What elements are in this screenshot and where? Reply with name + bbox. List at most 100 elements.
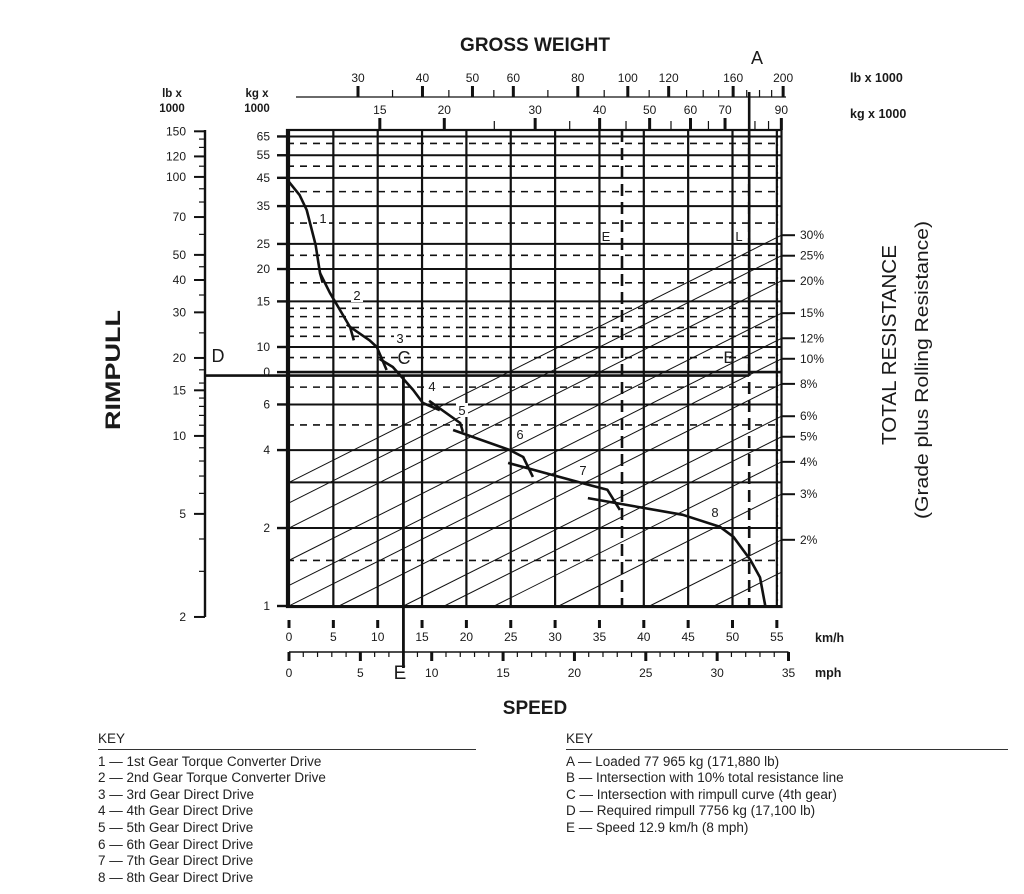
mph-tick-label: 20 xyxy=(568,666,582,680)
rimpull-curve-gear-3 xyxy=(345,323,388,371)
top-lb-tick-label: 80 xyxy=(571,71,585,85)
key-gears: KEY 1 — 1st Gear Torque Converter Drive … xyxy=(98,731,476,886)
kmh-tick-label: 15 xyxy=(415,630,429,644)
key-item: 8 — 8th Gear Direct Drive xyxy=(98,869,254,885)
chart-title: GROSS WEIGHT xyxy=(460,35,610,56)
left-kg-tick-label: 35 xyxy=(257,199,271,213)
speed-axis-label: SPEED xyxy=(503,698,567,719)
resistance-line xyxy=(286,358,782,608)
resistance-tick-label: 10% xyxy=(800,352,824,366)
left-lb-tick-label: 70 xyxy=(173,210,187,224)
rimpull-curve-gear-2 xyxy=(318,272,356,341)
left-kg-header-2: 1000 xyxy=(244,103,270,115)
resistance-line xyxy=(286,255,782,505)
rimpull-curve-gear-1 xyxy=(287,181,324,284)
rimpull-curve-gear-4 xyxy=(378,357,441,412)
left-kg-tick-label: 10 xyxy=(257,340,271,354)
loaded-weight-label: L xyxy=(735,229,742,244)
top-kg-tick-label: 60 xyxy=(684,103,698,117)
left-lb-header-2: 1000 xyxy=(159,103,185,115)
gear-label-7: 7 xyxy=(579,463,586,478)
resistance-tick-label: 30% xyxy=(800,228,824,242)
reference-lines xyxy=(205,92,779,668)
resistance-line xyxy=(286,337,782,587)
key-item: E — Speed 12.9 km/h (8 mph) xyxy=(566,819,749,835)
resistance-tick-label: 6% xyxy=(800,409,818,423)
resistance-tick-label: 3% xyxy=(800,487,818,501)
left-kg-tick-label: 4 xyxy=(263,443,270,457)
left-lb-tick-label: 50 xyxy=(173,248,187,262)
top-kg-tick-label: 90 xyxy=(775,103,789,117)
top-kg-tick-label: 15 xyxy=(373,103,387,117)
resistance-line xyxy=(647,539,782,608)
left-kg-tick-label: 2 xyxy=(263,521,270,535)
top-lb-tick-label: 50 xyxy=(466,71,480,85)
gear-label-3: 3 xyxy=(396,331,403,346)
left-kg-tick-label: 45 xyxy=(257,171,271,185)
left-kg-tick-label: 1 xyxy=(263,599,270,613)
gear-label-bg xyxy=(456,403,468,417)
left-kg-tick-label: 0 xyxy=(263,365,270,379)
gear-label-bg xyxy=(514,427,526,441)
speed-kmh-unit: km/h xyxy=(815,631,844,645)
mph-tick-label: 10 xyxy=(425,666,439,680)
left-kg-tick-label: 20 xyxy=(257,262,271,276)
top-lb-unit: lb x 1000 xyxy=(850,71,903,85)
key-item: B — Intersection with 10% total resistan… xyxy=(566,770,844,786)
top-lb-tick-label: 30 xyxy=(351,71,365,85)
resistance-line xyxy=(286,280,782,530)
key-item: C — Intersection with rimpull curve (4th… xyxy=(566,786,837,802)
resistance-line xyxy=(401,415,782,608)
top-lb-tick-label: 100 xyxy=(618,71,638,85)
top-kg-tick-label: 30 xyxy=(528,103,542,117)
resistance-line xyxy=(336,383,782,608)
rimpull-curve-gear-7 xyxy=(507,461,622,511)
empty-weight-label: E xyxy=(602,229,611,244)
point-d-label: D xyxy=(212,346,225,366)
left-lb-tick-label: 20 xyxy=(173,351,187,365)
speed-mph-unit: mph xyxy=(815,666,841,680)
top-lb-tick-label: 160 xyxy=(723,71,743,85)
resistance-line xyxy=(556,493,782,608)
mph-tick-label: 35 xyxy=(782,666,796,680)
plot-frame xyxy=(285,128,783,609)
rimpull-axis-label: RIMPULL xyxy=(102,310,125,430)
top-lb-tick-label: 40 xyxy=(416,71,430,85)
left-lb-tick-label: 2 xyxy=(179,610,186,624)
gear-label-bg xyxy=(426,379,438,393)
key-item: D — Required rimpull 7756 kg (17,100 lb) xyxy=(566,803,816,819)
gear-label-8: 8 xyxy=(711,505,718,520)
key-item: A — Loaded 77 965 kg (171,880 lb) xyxy=(566,753,780,769)
kmh-tick-label: 25 xyxy=(504,630,518,644)
left-kg-tick-label: 15 xyxy=(257,294,271,308)
key-item: 3 — 3rd Gear Direct Drive xyxy=(98,786,255,802)
left-lb-tick-label: 5 xyxy=(179,507,186,521)
gear-label-5: 5 xyxy=(458,403,465,418)
gear-label-bg xyxy=(577,463,589,477)
rimpull-curve-gear-5 xyxy=(428,399,465,433)
kmh-tick-label: 35 xyxy=(593,630,607,644)
top-kg-unit: kg x 1000 xyxy=(850,107,906,121)
gear-label-6: 6 xyxy=(516,427,523,442)
gear-label-bg xyxy=(351,288,363,302)
top-lb-tick-label: 60 xyxy=(507,71,521,85)
kmh-tick-label: 55 xyxy=(770,630,784,644)
left-lb-tick-label: 40 xyxy=(173,273,187,287)
resistance-tick-label: 5% xyxy=(800,430,818,444)
left-lb-tick-label: 10 xyxy=(173,429,187,443)
kmh-tick-label: 50 xyxy=(726,630,740,644)
key-item: 6 — 6th Gear Direct Drive xyxy=(98,836,254,852)
resistance-tick-label: 2% xyxy=(800,533,818,547)
gear-label-1: 1 xyxy=(319,211,326,226)
mph-tick-label: 15 xyxy=(496,666,510,680)
kmh-tick-label: 40 xyxy=(637,630,651,644)
resistance-line xyxy=(711,571,782,608)
kmh-tick-label: 10 xyxy=(371,630,385,644)
left-lb-tick-label: 120 xyxy=(166,149,186,163)
resistance-axis-sublabel: (Grade plus Rolling Resistance) xyxy=(912,221,932,519)
kmh-tick-label: 30 xyxy=(548,630,562,644)
resistance-tick-label: 4% xyxy=(800,455,818,469)
left-lb-tick-label: 30 xyxy=(173,305,187,319)
